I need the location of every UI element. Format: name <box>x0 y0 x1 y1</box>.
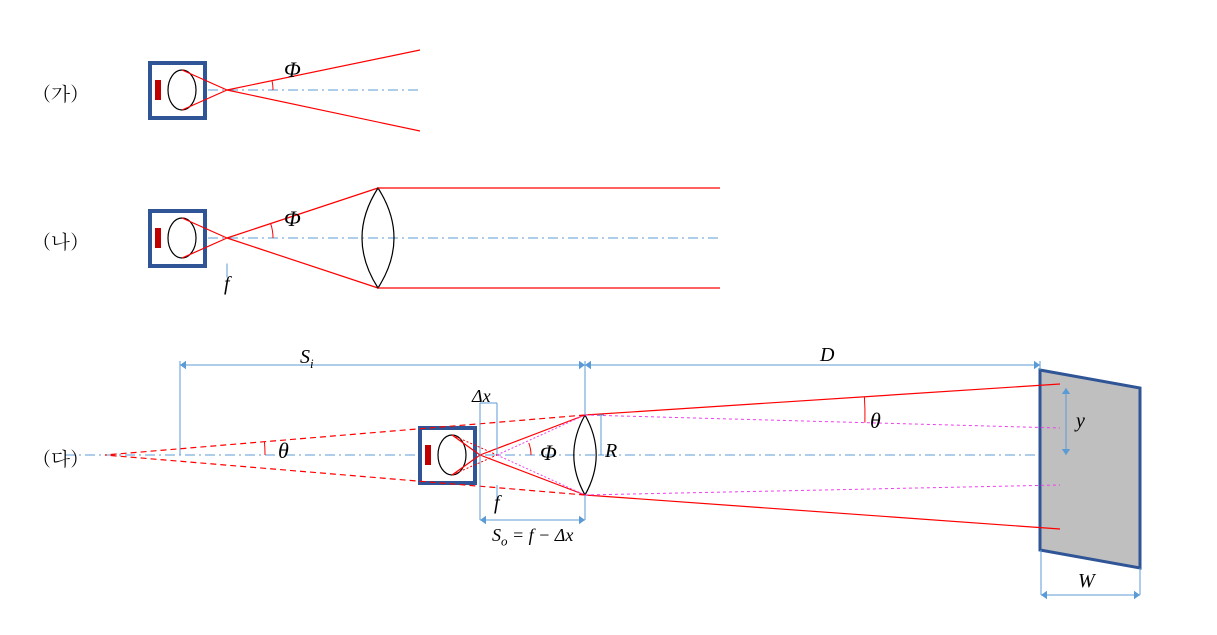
r-label-c: R <box>605 440 617 463</box>
row-label-c: (다) <box>43 443 78 472</box>
row-label-a: (가) <box>43 78 78 107</box>
y-label-c: y <box>1076 410 1085 433</box>
dx-label-c: Δx <box>472 386 491 407</box>
w-label-c: W <box>1078 570 1095 593</box>
theta-right-label-c: θ <box>870 408 881 434</box>
f-label-c: f <box>494 492 500 515</box>
phi-label-b: Φ <box>284 206 301 232</box>
f-label-b: f <box>224 273 230 296</box>
optics-diagram-canvas: { "canvas": { "width": 1217, "height": 6… <box>0 0 1217 635</box>
so-label-c: So = f − Δx <box>492 525 573 550</box>
si-label-c: Si <box>300 346 314 372</box>
row-label-b: (나) <box>43 226 78 255</box>
phi-label-a: Φ <box>284 57 301 83</box>
diagram-svg <box>0 0 1217 635</box>
d-label-c: D <box>820 344 834 367</box>
theta-left-label-c: θ <box>278 438 289 464</box>
phi-label-c: Φ <box>540 440 557 466</box>
